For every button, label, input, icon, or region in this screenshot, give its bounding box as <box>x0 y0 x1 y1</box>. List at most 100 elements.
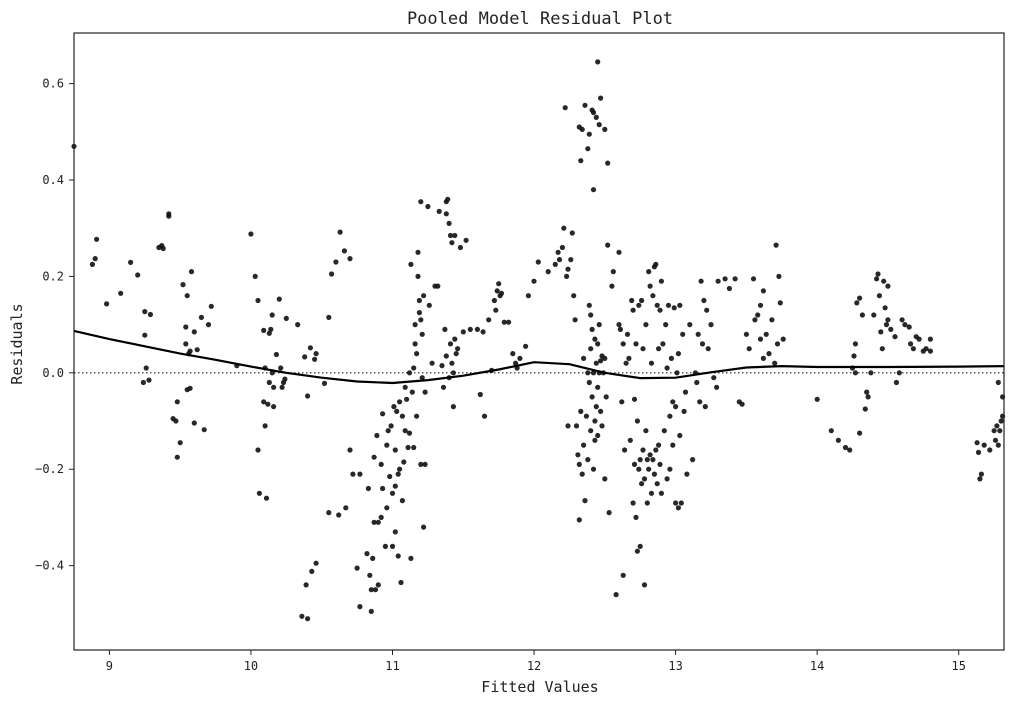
scatter-point <box>704 307 710 313</box>
y-tick-label: 0.2 <box>42 269 64 283</box>
scatter-point <box>769 317 775 323</box>
scatter-point <box>174 399 180 405</box>
scatter-point <box>631 396 638 402</box>
scatter-point <box>698 278 704 284</box>
scatter-point <box>987 447 993 453</box>
scatter-point <box>406 430 413 436</box>
scatter-point <box>89 261 95 267</box>
scatter-point <box>372 587 379 593</box>
scatter-point <box>593 404 599 410</box>
scatter-point <box>760 288 767 294</box>
scatter-point <box>321 380 328 386</box>
scatter-point <box>673 404 679 410</box>
scatter-point <box>657 461 663 467</box>
scatter-point <box>699 341 706 347</box>
scatter-point <box>630 307 636 313</box>
scatter-point <box>118 290 124 296</box>
scatter-point <box>991 428 997 434</box>
scatter-point <box>187 385 193 391</box>
scatter-point <box>664 365 670 371</box>
scatter-point <box>194 347 200 353</box>
scatter-point <box>261 399 267 405</box>
scatter-point <box>670 399 676 405</box>
scatter-point <box>184 293 190 299</box>
scatter-point <box>757 336 764 342</box>
scatter-point <box>640 447 646 453</box>
scatter-point <box>603 394 609 400</box>
scatter-point <box>842 444 849 451</box>
scatter-point <box>633 514 639 521</box>
scatter-point <box>552 261 558 267</box>
lowess-smooth-line <box>73 329 1005 385</box>
scatter-point <box>586 131 592 137</box>
scatter-point <box>452 232 458 239</box>
scatter-point <box>279 384 285 390</box>
scatter-point <box>173 418 179 424</box>
scatter-point <box>378 514 384 521</box>
scatter-point <box>582 498 588 504</box>
scatter-point <box>568 257 574 263</box>
scatter-point <box>198 314 204 320</box>
scatter-point <box>755 312 761 318</box>
scatter-point <box>205 322 212 328</box>
scatter-point <box>347 256 353 262</box>
scatter-point <box>425 203 431 210</box>
scatter-point <box>859 312 866 318</box>
scatter-point <box>447 232 454 239</box>
x-tick-label: 12 <box>527 659 541 673</box>
scatter-point <box>421 293 427 299</box>
scatter-point <box>397 399 403 405</box>
scatter-point <box>995 379 1001 386</box>
scatter-point <box>449 360 455 366</box>
scatter-point <box>906 324 912 330</box>
scatter-point <box>336 512 342 518</box>
scatter-point <box>677 302 683 308</box>
scatter-point <box>994 423 1000 429</box>
scatter-point <box>411 365 417 371</box>
scatter-point <box>385 428 391 434</box>
scatter-point <box>624 331 631 337</box>
scatter-point <box>593 114 599 120</box>
scatter-point <box>426 302 432 308</box>
scatter-point <box>606 509 612 516</box>
scatter-point <box>394 408 400 414</box>
scatter-point <box>658 278 665 284</box>
scatter-point <box>146 377 152 383</box>
scatter-point <box>367 572 373 578</box>
scatter-point <box>496 281 502 287</box>
scatter-point <box>447 341 454 347</box>
scatter-point <box>180 282 186 288</box>
scatter-point <box>670 442 676 448</box>
scatter-point <box>773 242 779 248</box>
scatter-point <box>429 360 435 366</box>
scatter-point <box>702 404 708 410</box>
scatter-point <box>634 548 641 554</box>
scatter-point <box>613 592 619 598</box>
scatter-point <box>341 248 347 254</box>
scatter-point <box>588 312 594 318</box>
scatter-point <box>854 300 860 306</box>
scatter-point <box>436 208 442 214</box>
scatter-point <box>595 341 601 347</box>
scatter-point <box>392 447 398 453</box>
scatter-point <box>435 283 441 289</box>
scatter-point <box>365 485 371 492</box>
scatter-point <box>422 389 428 395</box>
scatter-point <box>474 326 480 332</box>
scatter-point <box>263 495 270 501</box>
scatter-point <box>443 211 449 217</box>
scatter-point <box>578 408 584 414</box>
scatter-point <box>418 199 424 205</box>
scatter-point <box>750 276 757 282</box>
scatter-point <box>370 555 376 562</box>
scatter-point <box>650 457 656 463</box>
scatter-point <box>326 314 332 320</box>
scatter-point <box>726 285 733 292</box>
scatter-point <box>415 249 421 255</box>
scatter-point <box>391 404 397 410</box>
scatter-point <box>620 572 626 578</box>
scatter-point <box>357 604 363 610</box>
scatter-point <box>555 249 561 255</box>
scatter-point <box>562 105 568 111</box>
